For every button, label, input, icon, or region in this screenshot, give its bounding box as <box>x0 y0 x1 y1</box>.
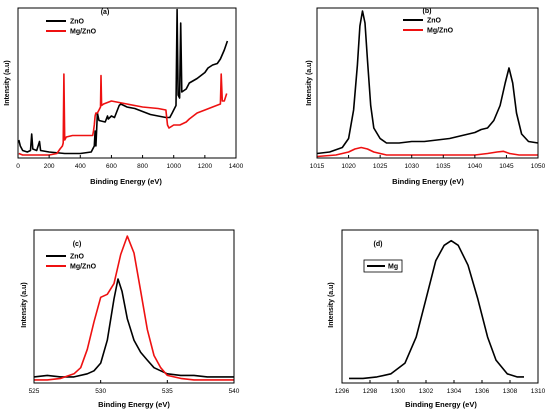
x-tick-label: 0 <box>16 163 20 170</box>
x-tick-label: 540 <box>229 388 240 395</box>
legend-label: ZnO <box>70 19 85 26</box>
panel-b-label: (b) <box>423 8 432 15</box>
plot-frame <box>17 7 237 159</box>
panel-a-label: (a) <box>101 9 110 16</box>
x-tick-label: 530 <box>95 388 106 395</box>
panel-c-y-axis-label: Intensity (a.u) <box>21 282 28 328</box>
legend-label: Mg/ZnO <box>70 29 97 36</box>
plot-frame <box>316 7 539 159</box>
x-tick-label: 1040 <box>468 163 483 170</box>
x-tick-label: 1296 <box>335 388 350 395</box>
panel-c: 525 530 535 540 (c) ZnO Mg/ZnO Binding Ener… <box>21 229 240 409</box>
panel-a-x-axis-label: Binding Energy (eV) <box>90 177 162 186</box>
panel-b: 1015 1020 1025 1030 1035 1040 1045 1050 (b) ZnO… <box>306 7 546 186</box>
series-line-zno <box>33 278 234 378</box>
x-tick-label: 400 <box>75 163 86 170</box>
x-tick-label: 1020 <box>341 163 356 170</box>
x-tick-label: 1300 <box>391 388 406 395</box>
x-tick-label: 1045 <box>499 163 514 170</box>
x-tick-label: 1302 <box>419 388 434 395</box>
x-tick-label: 535 <box>162 388 173 395</box>
panel-a-y-axis-label: Intensity (a.u) <box>4 60 11 106</box>
series-line-mg <box>349 239 524 380</box>
x-tick-label: 1025 <box>373 163 388 170</box>
x-tick-label: 1035 <box>436 163 451 170</box>
x-tick-label: 1310 <box>531 388 546 395</box>
x-tick-label: 525 <box>29 388 40 395</box>
x-tick-label: 1050 <box>531 163 546 170</box>
panel-c-label: (c) <box>73 241 82 248</box>
panel-a: 0 200 400 600 800 1000 1200 1400 (a) ZnO Mg/ZnO… <box>4 7 244 186</box>
series-line-zno <box>18 8 229 155</box>
panel-b-plot: 1015 1020 1025 1030 1035 1040 1045 1050 <box>310 7 546 170</box>
x-tick-label: 1306 <box>475 388 490 395</box>
panel-d-y-axis-label: Intensity (a.u) <box>328 282 335 328</box>
panel-d: 1296 1298 1300 1302 1304 1306 1308 1310 (d) Mg … <box>328 229 546 409</box>
panel-a-plot: 0 200 400 600 800 1000 1200 1400 <box>16 7 244 170</box>
panel-b-x-axis-label: Binding Energy (eV) <box>392 177 464 186</box>
series-line-mg-zno <box>18 73 228 156</box>
x-tick-label: 1298 <box>363 388 378 395</box>
x-tick-label: 200 <box>44 163 55 170</box>
x-tick-label: 1304 <box>447 388 462 395</box>
series-line-mg-zno <box>34 235 234 381</box>
x-tick-label: 1000 <box>166 163 181 170</box>
panel-d-label: (d) <box>374 241 383 248</box>
x-tick-label: 1400 <box>229 163 244 170</box>
panel-b-y-axis-label: Intensity (a.u) <box>306 60 313 106</box>
plot-frame <box>341 229 539 384</box>
series-line-zno <box>316 10 539 155</box>
panel-b-legend: ZnO Mg/ZnO <box>403 18 454 35</box>
panel-d-legend: Mg <box>363 259 403 273</box>
x-tick-label: 1200 <box>198 163 213 170</box>
panel-c-plot: 525 530 535 540 <box>29 229 240 395</box>
panel-c-legend: ZnO Mg/ZnO <box>46 254 97 271</box>
panel-c-x-axis-label: Binding Energy (eV) <box>98 400 170 409</box>
x-tick-label: 1030 <box>404 163 419 170</box>
legend-label: Mg/ZnO <box>427 28 454 35</box>
legend-label: ZnO <box>70 254 85 261</box>
panel-d-plot: 1296 1298 1300 1302 1304 1306 1308 1310 <box>335 229 546 395</box>
x-tick-label: 1308 <box>503 388 518 395</box>
x-tick-label: 600 <box>106 163 117 170</box>
x-tick-label: 800 <box>137 163 148 170</box>
x-tick-label: 1015 <box>310 163 325 170</box>
panel-d-x-axis-label: Binding Energy (eV) <box>405 400 477 409</box>
legend-label: Mg/ZnO <box>70 264 97 271</box>
series-line-mg-zno <box>316 146 538 158</box>
plot-frame <box>33 229 235 384</box>
legend-label: Mg <box>388 264 398 271</box>
panel-a-legend: ZnO Mg/ZnO <box>46 19 97 36</box>
legend-label: ZnO <box>427 18 442 25</box>
